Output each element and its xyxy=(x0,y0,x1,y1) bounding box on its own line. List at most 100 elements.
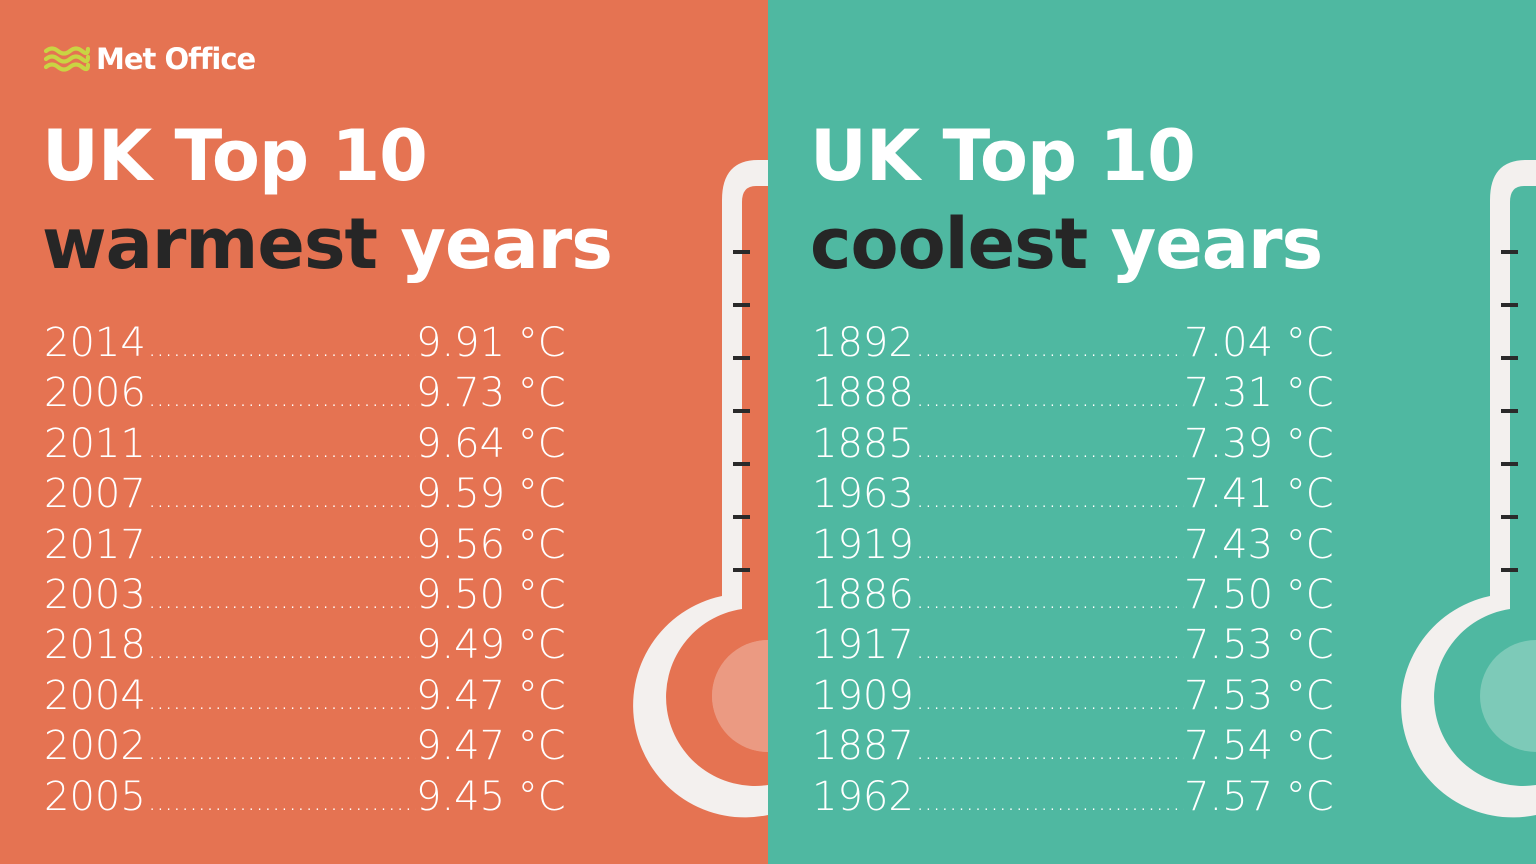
warmest-list: 2014....................................… xyxy=(44,320,566,824)
temperature: 9.73 °C xyxy=(416,370,566,417)
temperature: 9.45 °C xyxy=(416,773,566,820)
list-item: 1888....................................… xyxy=(812,370,1334,420)
leader-dots: ........................................… xyxy=(916,383,1184,414)
year: 2017 xyxy=(44,521,146,568)
coolest-title-line1: UK Top 10 xyxy=(810,115,1196,197)
year: 1962 xyxy=(812,773,914,820)
list-item: 1962....................................… xyxy=(812,774,1334,824)
temperature: 9.47 °C xyxy=(416,672,566,719)
temperature: 7.04 °C xyxy=(1184,320,1334,366)
warmest-panel: Met Office UK Top 10 warmest years 2014.… xyxy=(0,0,768,864)
year: 2005 xyxy=(44,773,146,820)
coolest-title: UK Top 10 coolest years xyxy=(810,112,1324,288)
list-item: 1885....................................… xyxy=(812,421,1334,471)
year: 2007 xyxy=(44,471,146,518)
coolest-list: 1892....................................… xyxy=(812,320,1334,824)
met-office-logo-text: Met Office xyxy=(96,42,256,76)
temperature: 9.47 °C xyxy=(416,723,566,770)
leader-dots: ........................................… xyxy=(916,685,1184,716)
list-item: 2007....................................… xyxy=(44,471,566,521)
warmest-title-line1: UK Top 10 xyxy=(42,115,428,197)
temperature: 7.54 °C xyxy=(1184,723,1334,770)
temperature: 9.59 °C xyxy=(416,471,566,518)
temperature: 9.56 °C xyxy=(416,521,566,568)
year: 2006 xyxy=(44,370,146,417)
year: 1917 xyxy=(812,622,914,669)
list-item: 1892....................................… xyxy=(812,320,1334,370)
leader-dots: ........................................… xyxy=(148,383,416,414)
year: 1919 xyxy=(812,521,914,568)
leader-dots: ........................................… xyxy=(148,736,416,767)
warmest-title: UK Top 10 warmest years xyxy=(42,112,613,288)
leader-dots: ........................................… xyxy=(148,584,416,615)
leader-dots: ........................................… xyxy=(148,484,416,515)
temperature: 7.31 °C xyxy=(1184,370,1334,417)
temperature: 9.50 °C xyxy=(416,571,566,618)
leader-dots: ........................................… xyxy=(148,685,416,716)
year: 2003 xyxy=(44,571,146,618)
list-item: 2014....................................… xyxy=(44,320,566,370)
leader-dots: ........................................… xyxy=(916,786,1184,817)
list-item: 2003....................................… xyxy=(44,572,566,622)
leader-dots: ........................................… xyxy=(148,534,416,565)
met-office-logo-icon xyxy=(44,46,90,72)
temperature: 9.91 °C xyxy=(416,320,566,366)
coolest-title-keyword: coolest xyxy=(810,203,1088,285)
list-item: 2006....................................… xyxy=(44,370,566,420)
warmest-title-line2: warmest years xyxy=(42,200,613,288)
leader-dots: ........................................… xyxy=(148,333,416,363)
temperature: 7.41 °C xyxy=(1184,471,1334,518)
list-item: 1963....................................… xyxy=(812,471,1334,521)
leader-dots: ........................................… xyxy=(916,433,1184,464)
year: 1909 xyxy=(812,672,914,719)
year: 2002 xyxy=(44,723,146,770)
leader-dots: ........................................… xyxy=(148,786,416,817)
year: 1885 xyxy=(812,420,914,467)
list-item: 2011....................................… xyxy=(44,421,566,471)
leader-dots: ........................................… xyxy=(916,333,1184,363)
thermometer-icon xyxy=(1401,160,1536,818)
temperature: 7.57 °C xyxy=(1184,773,1334,820)
leader-dots: ........................................… xyxy=(916,534,1184,565)
list-item: 1917....................................… xyxy=(812,622,1334,672)
list-item: 1909....................................… xyxy=(812,673,1334,723)
list-item: 2002....................................… xyxy=(44,723,566,773)
temperature: 9.49 °C xyxy=(416,622,566,669)
temperature: 7.39 °C xyxy=(1184,420,1334,467)
thermometer-icon xyxy=(633,160,768,818)
list-item: 1919....................................… xyxy=(812,522,1334,572)
met-office-logo: Met Office xyxy=(44,42,256,76)
list-item: 1886....................................… xyxy=(812,572,1334,622)
warmest-title-years: years xyxy=(400,203,613,285)
year: 1888 xyxy=(812,370,914,417)
list-item: 2017....................................… xyxy=(44,522,566,572)
list-item: 2018....................................… xyxy=(44,622,566,672)
year: 2018 xyxy=(44,622,146,669)
coolest-title-line2: coolest years xyxy=(810,200,1324,288)
list-item: 2005....................................… xyxy=(44,774,566,824)
year: 2011 xyxy=(44,420,146,467)
temperature: 7.43 °C xyxy=(1184,521,1334,568)
coolest-panel: UK Top 10 coolest years 1892............… xyxy=(768,0,1536,864)
year: 1963 xyxy=(812,471,914,518)
temperature: 7.53 °C xyxy=(1184,672,1334,719)
leader-dots: ........................................… xyxy=(148,433,416,464)
leader-dots: ........................................… xyxy=(916,736,1184,767)
list-item: 1887....................................… xyxy=(812,723,1334,773)
year: 1892 xyxy=(812,320,914,366)
temperature: 7.50 °C xyxy=(1184,571,1334,618)
leader-dots: ........................................… xyxy=(916,635,1184,666)
leader-dots: ........................................… xyxy=(916,584,1184,615)
year: 1886 xyxy=(812,571,914,618)
coolest-title-years: years xyxy=(1110,203,1324,285)
leader-dots: ........................................… xyxy=(148,635,416,666)
year: 1887 xyxy=(812,723,914,770)
temperature: 9.64 °C xyxy=(416,420,566,467)
list-item: 2004....................................… xyxy=(44,673,566,723)
year: 2014 xyxy=(44,320,146,366)
temperature: 7.53 °C xyxy=(1184,622,1334,669)
leader-dots: ........................................… xyxy=(916,484,1184,515)
year: 2004 xyxy=(44,672,146,719)
warmest-title-keyword: warmest xyxy=(42,203,378,285)
